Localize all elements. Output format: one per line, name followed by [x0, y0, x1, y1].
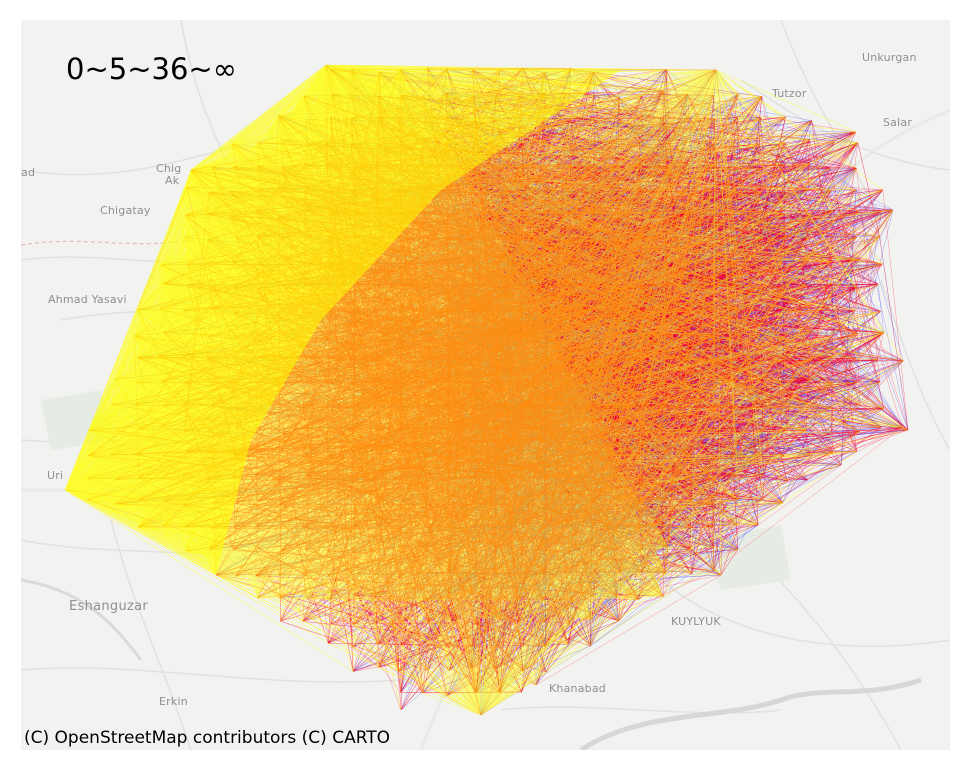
- basemap-road: [880, 279, 950, 451]
- basemap-road: [780, 20, 882, 221]
- place-label-ad: ad: [21, 166, 36, 179]
- basemap-park: [701, 525, 791, 590]
- basemap-river: [21, 578, 143, 661]
- basemap-river: [579, 677, 922, 750]
- basemap-road: [660, 579, 950, 648]
- place-label-tutzor: Tutzor: [772, 87, 807, 100]
- place-label-eshanguzar: Eshanguzar: [69, 599, 149, 614]
- place-label-kuylyuk: KUYLYUK: [671, 615, 721, 628]
- basemap-road: [21, 667, 402, 683]
- flow-class-legend: 0~5~36~∞: [66, 52, 237, 86]
- place-label-uri: Uri: [47, 469, 64, 482]
- place-label-salar: Salar: [883, 116, 913, 129]
- flow-density-core: [65, 65, 621, 575]
- basemap: [21, 20, 950, 750]
- map-attribution: (C) OpenStreetMap contributors (C) CARTO: [24, 728, 391, 748]
- basemap-road: [500, 706, 782, 714]
- basemap-road: [110, 519, 192, 750]
- place-label-erkin: Erkin: [159, 695, 188, 708]
- map-canvas[interactable]: Unkurgan Tutzor Salar ad Chig Ak Chigata…: [21, 20, 950, 750]
- place-label-chigatay: Chigatay: [100, 204, 151, 217]
- place-label-khanabad: Khanabad: [549, 682, 606, 695]
- basemap-road: [740, 79, 950, 171]
- place-label-unkurgan: Unkurgan: [862, 51, 917, 64]
- place-label-chig: Chig: [156, 162, 182, 175]
- place-label-ak: Ak: [165, 174, 180, 187]
- flow-network: [64, 64, 909, 716]
- place-label-ahmad-yasavi: Ahmad Yasavi: [48, 293, 127, 306]
